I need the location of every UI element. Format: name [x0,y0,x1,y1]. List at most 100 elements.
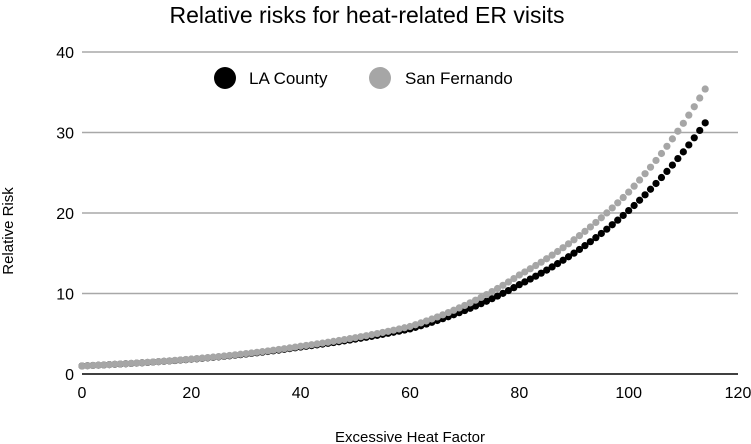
point-la-county [554,260,562,268]
point-san-fernando [406,322,414,331]
point-san-fernando [329,337,338,345]
point-la-county [466,304,474,312]
point-san-fernando [548,251,556,259]
point-san-fernando [433,313,441,321]
point-la-county [696,126,704,135]
point-la-county [488,295,496,303]
point-san-fernando [291,343,299,351]
point-san-fernando [269,346,277,354]
point-san-fernando [209,353,217,361]
point-san-fernando [133,359,141,367]
legend: LA County San Fernando [214,67,513,89]
y-tick-label: 30 [56,126,74,143]
point-san-fernando [165,357,174,365]
point-san-fernando [521,268,529,276]
point-la-county [663,167,671,176]
point-san-fernando [280,345,288,353]
chart-title: Relative risks for heat-related ER visit… [170,2,565,28]
point-san-fernando [636,176,644,184]
point-san-fernando [422,317,430,325]
point-san-fernando [592,218,600,227]
point-san-fernando [78,362,86,370]
point-la-county [499,289,507,297]
point-san-fernando [89,361,97,370]
point-la-county [646,185,655,193]
legend-marker [214,67,236,89]
point-la-county [641,191,649,199]
point-san-fernando [308,341,316,349]
point-la-county [472,302,480,310]
point-san-fernando [493,284,502,293]
y-tick-labels: 0 10 20 30 40 [56,45,74,384]
point-san-fernando [105,361,113,369]
point-la-county [548,263,556,271]
point-la-county [543,266,551,274]
point-san-fernando [318,339,327,347]
point-san-fernando [575,232,584,240]
point-la-county [575,245,584,254]
x-tick-label: 80 [510,385,528,402]
point-san-fernando [231,351,239,359]
point-la-county [619,211,627,220]
point-san-fernando [537,258,545,266]
point-la-county [668,161,677,169]
point-la-county [614,216,622,224]
point-san-fernando [357,333,365,341]
point-san-fernando [100,361,108,369]
x-tick-label: 120 [725,385,751,402]
point-san-fernando [690,103,698,111]
point-san-fernando [215,352,223,361]
point-san-fernando [313,340,321,348]
point-san-fernando [652,156,660,165]
x-tick-label: 0 [78,385,87,402]
y-axis-label: Relative Risk [0,187,17,275]
point-san-fernando [630,182,638,190]
point-la-county [608,221,616,229]
point-san-fernando [499,281,507,289]
point-san-fernando [379,328,387,337]
point-san-fernando [679,119,687,127]
point-san-fernando [619,193,627,202]
x-tick-labels: 0 20 40 60 80 100 120 [78,385,751,402]
point-san-fernando [154,357,163,366]
point-san-fernando [247,349,256,357]
point-la-county [515,281,523,289]
y-tick-label: 0 [65,367,74,384]
point-san-fernando [663,142,671,150]
point-la-county [482,297,491,305]
point-san-fernando [160,357,168,365]
point-san-fernando [340,335,348,344]
point-san-fernando [116,360,124,368]
point-la-county [559,256,567,264]
point-san-fernando [395,325,403,333]
point-san-fernando [603,209,611,217]
point-san-fernando [646,163,655,171]
point-la-county [564,253,573,261]
point-san-fernando [608,204,616,212]
point-san-fernando [597,214,605,222]
point-la-county [581,242,589,250]
point-san-fernando [482,290,491,299]
point-san-fernando [253,348,261,356]
point-san-fernando [696,94,704,102]
point-san-fernando [657,149,666,158]
point-san-fernando [668,135,677,143]
point-san-fernando [439,311,447,319]
point-san-fernando [466,299,474,307]
x-tick-label: 20 [182,385,200,402]
point-san-fernando [581,227,589,235]
point-san-fernando [176,356,184,364]
point-san-fernando [111,360,119,368]
point-san-fernando [417,319,425,327]
point-san-fernando [204,353,212,362]
point-la-county [504,286,512,295]
y-tick-label: 10 [56,287,74,304]
point-la-county [657,173,666,182]
point-san-fernando [510,274,518,283]
point-la-county [603,225,611,233]
x-tick-label: 40 [292,385,310,402]
point-san-fernando [411,321,420,329]
data-points [78,85,709,370]
legend-label: LA County [249,69,328,88]
